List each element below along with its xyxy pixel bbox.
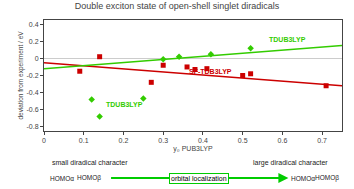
svg-text:0.6: 0.6 [278,137,288,144]
svg-text:SF-TDB3LYP: SF-TDB3LYP [189,68,232,75]
svg-text:TDUB3LYP: TDUB3LYP [106,101,143,108]
svg-text:orbital localization: orbital localization [171,175,227,182]
svg-text:0.3: 0.3 [158,137,168,144]
svg-text:Double exciton state of open-s: Double exciton state of open-shell singl… [75,1,280,11]
svg-text:0.2: 0.2 [119,137,129,144]
svg-text:HOMOα: HOMOα [50,175,74,182]
svg-text:0.5: 0.5 [238,137,248,144]
svg-text:0.2: 0.2 [29,38,39,45]
svg-text:large diradical character: large diradical character [253,159,328,167]
svg-text:0.4: 0.4 [198,137,208,144]
svg-text:0.1: 0.1 [79,137,89,144]
svg-text:0.4: 0.4 [29,21,39,28]
svg-text:y₀ PUB3LYP: y₀ PUB3LYP [173,145,213,153]
svg-text:0: 0 [42,137,46,144]
svg-text:0: 0 [35,55,39,62]
svg-text:-0.4: -0.4 [27,89,39,96]
svg-text:-0.6: -0.6 [27,106,39,113]
svg-text:0.7: 0.7 [317,137,327,144]
svg-text:-0.8: -0.8 [27,123,39,130]
svg-text:HOMOβ: HOMOβ [77,174,101,182]
svg-text:TDUB3LYP: TDUB3LYP [269,36,306,43]
svg-text:small diradical character: small diradical character [52,159,128,166]
svg-text:-0.2: -0.2 [27,72,39,79]
svg-text:deviation from experiment / eV: deviation from experiment / eV [17,31,25,120]
svg-text:HOMOβ: HOMOβ [315,174,339,182]
svg-text:HOMOα: HOMOα [291,175,315,182]
